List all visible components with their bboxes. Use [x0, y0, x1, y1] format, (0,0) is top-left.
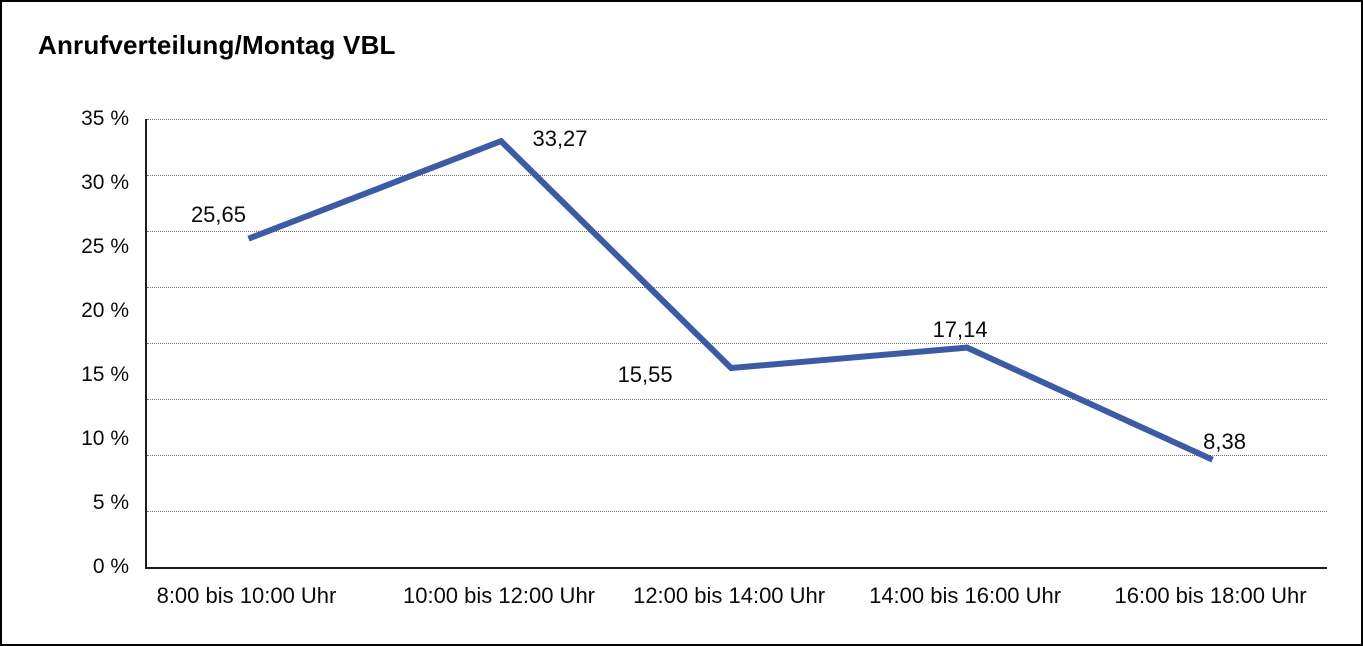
x-category-label: 8:00 bis 10:00 Uhr	[156, 583, 337, 608]
gridline	[147, 175, 1327, 176]
data-point-label: 15,55	[617, 361, 673, 387]
plot-area: 25,65 33,27 15,55 17,14 8,38	[145, 119, 1327, 569]
x-category-label: 12:00 bis 14:00 Uhr	[633, 583, 826, 608]
data-point-label: 25,65	[190, 201, 246, 227]
gridline	[147, 343, 1327, 344]
y-tick-label: 30 %	[81, 171, 129, 194]
chart-title: Anrufverteilung/Montag VBL	[38, 30, 396, 60]
y-tick-label: 15 %	[81, 363, 129, 386]
gridline	[147, 119, 1327, 120]
data-point-label: 17,14	[932, 316, 988, 342]
gridline	[147, 287, 1327, 288]
y-tick-label: 5 %	[92, 491, 129, 514]
x-category-label: 16:00 bis 18:00 Uhr	[1114, 583, 1307, 608]
y-tick-label: 10 %	[81, 427, 129, 450]
y-tick-label: 35 %	[81, 107, 129, 130]
x-category-label: 14:00 bis 16:00 Uhr	[869, 583, 1062, 608]
y-tick-label: 25 %	[81, 235, 129, 258]
y-tick-label: 0 %	[92, 555, 129, 578]
x-axis: 8:00 bis 10:00 Uhr 10:00 bis 12:00 Uhr 12:…	[145, 567, 1325, 627]
y-tick-label: 20 %	[81, 299, 129, 322]
line-series	[247, 137, 1214, 463]
y-axis: 35 % 30 % 25 % 20 % 15 % 10 % 5 % 0 %	[2, 107, 129, 578]
series-polyline	[247, 137, 1214, 463]
gridline	[147, 511, 1327, 512]
gridline	[147, 399, 1327, 400]
gridline	[147, 231, 1327, 232]
gridline	[147, 455, 1327, 456]
x-category-label: 10:00 bis 12:00 Uhr	[402, 583, 596, 608]
data-point-label: 33,27	[532, 126, 588, 152]
data-point-label: 8,38	[1203, 428, 1246, 454]
